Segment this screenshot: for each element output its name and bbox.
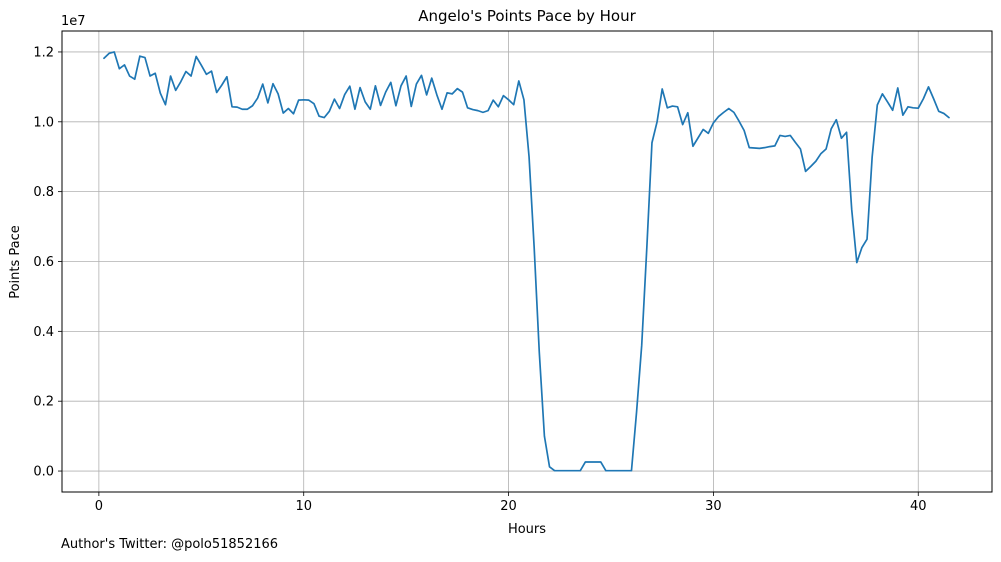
- y-tick-label: 1.2: [33, 45, 54, 60]
- x-axis-label: Hours: [508, 522, 546, 537]
- y-tick-label: 0.6: [33, 255, 54, 270]
- y-tick-label: 0.0: [33, 465, 54, 480]
- y-tick-label: 1.0: [33, 115, 54, 130]
- axis-ticks: 0 10 20 30 40 0.0 0.2 0.4 0.6 0.8 1.0 1.2: [33, 45, 926, 514]
- series-line-0: [103, 51, 950, 472]
- x-tick-label: 40: [910, 499, 927, 514]
- y-tick-label: 0.4: [33, 325, 54, 340]
- author-twitter-note: Author's Twitter: @polo51852166: [61, 537, 279, 552]
- grid: [62, 31, 992, 492]
- y-axis-offset-label: 1e7: [61, 14, 86, 29]
- chart-title: Angelo's Points Pace by Hour: [418, 7, 636, 25]
- y-tick-label: 0.8: [33, 185, 54, 200]
- y-tick-label: 0.2: [33, 395, 54, 410]
- x-tick-label: 30: [705, 499, 722, 514]
- x-tick-label: 20: [500, 499, 517, 514]
- series-layer: [103, 51, 950, 472]
- x-tick-label: 0: [95, 499, 103, 514]
- y-axis-label: Points Pace: [8, 225, 23, 299]
- x-tick-label: 10: [295, 499, 312, 514]
